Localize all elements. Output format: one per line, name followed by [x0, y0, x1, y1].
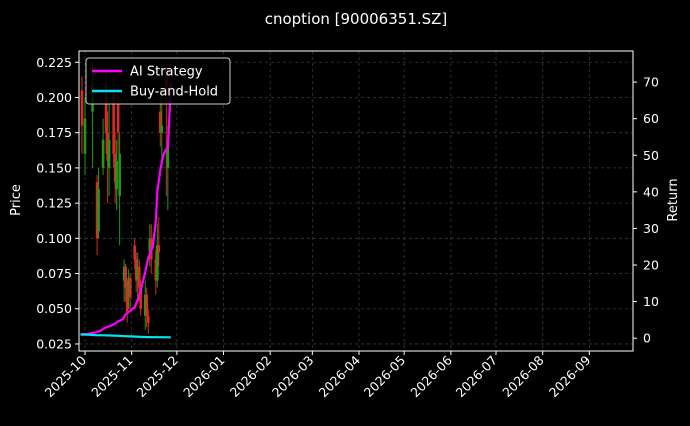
- candle-body: [157, 245, 161, 253]
- candle: [97, 167, 100, 239]
- candle: [113, 132, 117, 204]
- candle: [115, 139, 118, 211]
- candle-body: [80, 90, 84, 126]
- candle-body: [145, 294, 149, 316]
- candle-body: [154, 259, 158, 281]
- y-left-tick-label: 0.200: [36, 90, 72, 105]
- y-right-tick-label: 0: [643, 331, 651, 346]
- candle: [106, 111, 109, 204]
- candle-body: [143, 294, 147, 316]
- y-axis-left-label: Price: [9, 184, 24, 216]
- return-lines: [80, 82, 172, 339]
- candle-body: [115, 160, 118, 190]
- y-left-tick-label: 0.175: [36, 125, 72, 140]
- candle-body: [146, 315, 150, 323]
- candle-body: [83, 118, 87, 154]
- candle-body: [113, 153, 117, 182]
- candle: [155, 224, 159, 288]
- candle-body: [107, 139, 111, 168]
- candle: [145, 287, 149, 328]
- candle-body: [122, 266, 126, 281]
- series-line-ai-strategy: [80, 82, 172, 336]
- candle-body: [166, 146, 170, 168]
- candle-body: [104, 83, 108, 133]
- candle: [133, 238, 137, 270]
- y-left-tick-label: 0.075: [36, 266, 72, 281]
- legend: AI Strategy Buy-and-Hold: [85, 57, 231, 105]
- candle: [148, 224, 152, 267]
- candle-body: [118, 153, 121, 197]
- candle-body: [155, 245, 159, 281]
- candle: [83, 97, 87, 175]
- candle-body: [101, 139, 105, 168]
- y-left-tick-label: 0.150: [36, 160, 72, 175]
- candle-body: [95, 181, 99, 239]
- candle: [80, 76, 84, 154]
- candle-body: [133, 245, 137, 260]
- candle: [124, 263, 127, 302]
- candle-body: [125, 287, 129, 312]
- candle: [160, 97, 164, 168]
- y-left-tick-label: 0.125: [36, 196, 72, 211]
- y-right-tick-label: 50: [643, 148, 659, 163]
- y-axis-right-label: Return: [666, 178, 681, 221]
- candle: [143, 280, 147, 330]
- y-right-tick-label: 10: [643, 294, 659, 309]
- y-left-tick-label: 0.225: [36, 55, 72, 70]
- candle: [127, 269, 130, 309]
- y-right-tick-label: 30: [643, 221, 659, 236]
- candle-body: [134, 259, 138, 281]
- y-left-tick-label: 0.050: [36, 301, 72, 316]
- plot-frame: [78, 50, 634, 352]
- legend-label-buy-and-hold: Buy-and-Hold: [130, 85, 218, 100]
- candle: [136, 252, 140, 302]
- y-right-tick-label: 70: [643, 75, 659, 90]
- candle-body: [158, 111, 162, 133]
- series-line-buy-and-hold: [80, 333, 171, 339]
- candle: [118, 132, 121, 246]
- candle-body: [148, 238, 152, 253]
- legend-label-ai-strategy: AI Strategy: [130, 65, 203, 80]
- candlesticks: [80, 62, 170, 335]
- candle-body: [106, 132, 109, 161]
- y-right-tick-label: 20: [643, 258, 659, 273]
- candle: [107, 104, 111, 197]
- legend-frame: [85, 57, 231, 105]
- candle-body: [124, 266, 127, 288]
- candle-body: [97, 189, 100, 232]
- y-right-tick-label: 40: [643, 184, 659, 199]
- chart-title: cnoption [90006351.SZ]: [265, 10, 448, 28]
- candle-body: [160, 125, 164, 133]
- candle: [122, 259, 126, 302]
- y-left-tick-label: 0.025: [36, 336, 72, 351]
- candle: [95, 174, 99, 256]
- candle: [154, 249, 158, 295]
- candle-body: [139, 287, 143, 309]
- candle: [125, 280, 129, 323]
- candle: [101, 118, 105, 175]
- candle-body: [112, 90, 115, 154]
- candle-body: [137, 266, 141, 288]
- candle-body: [127, 277, 130, 295]
- candle-body: [136, 266, 140, 281]
- y-left-tick-label: 0.100: [36, 231, 72, 246]
- candle: [157, 217, 161, 267]
- candle: [146, 308, 150, 335]
- candle-body: [128, 277, 132, 298]
- y-right-tick-label: 60: [643, 111, 659, 126]
- candle: [128, 273, 132, 309]
- candle-body: [116, 104, 120, 133]
- candle: [134, 252, 138, 292]
